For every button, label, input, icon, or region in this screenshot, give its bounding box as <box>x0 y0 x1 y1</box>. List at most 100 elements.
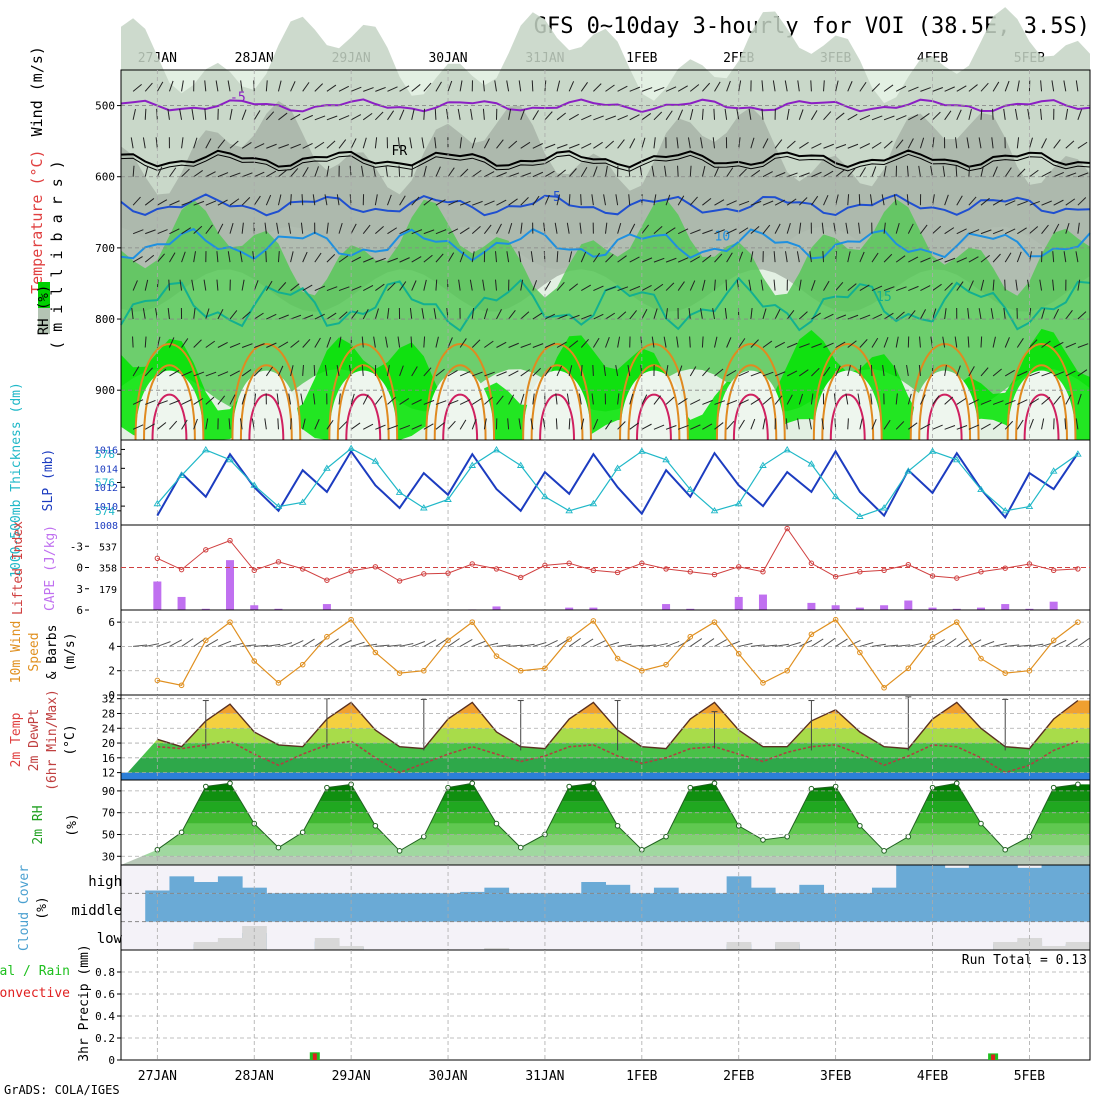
wind-barb <box>508 198 518 206</box>
wind-barb <box>1053 395 1062 405</box>
y-tick-label: 16 <box>102 752 115 765</box>
wind-barb <box>144 423 155 430</box>
y-tick-label: -3 <box>70 540 83 553</box>
wind-barb <box>785 418 788 430</box>
wind-barb <box>786 198 797 206</box>
wind-barb <box>920 224 928 234</box>
wind-barb <box>787 641 801 647</box>
thickness-point <box>613 464 622 471</box>
wind-barb <box>774 139 783 149</box>
wind-speed-point <box>445 637 451 644</box>
wind-barb <box>641 113 652 121</box>
wind-barb <box>530 418 534 430</box>
thickness-point <box>323 464 331 471</box>
wind-barb <box>435 199 446 206</box>
wind-barb <box>750 371 762 377</box>
wind-barb <box>980 641 995 647</box>
wind-barb <box>895 139 904 149</box>
thickness-point <box>541 492 549 500</box>
wind-barb <box>241 172 253 178</box>
wind-barb <box>881 194 885 206</box>
wind-barb <box>592 252 601 263</box>
wind-barb <box>181 227 192 235</box>
wind-barb <box>1003 308 1006 320</box>
wind-barb <box>581 638 594 647</box>
wind-barb <box>484 371 495 377</box>
rh2m-panel: 30 50 70 90 2m RH (%) <box>31 779 1091 866</box>
wind-barb <box>555 418 558 430</box>
wind-speed-point <box>784 667 790 674</box>
date-label-bottom: 31JAN <box>525 1069 564 1084</box>
wind-barb <box>531 80 534 92</box>
wind-barb <box>326 336 332 348</box>
wind-barb <box>239 251 243 263</box>
wind-barb <box>447 399 459 405</box>
wind-speed-point <box>275 680 282 686</box>
wind-barb <box>651 336 655 348</box>
rh2m-units: (%) <box>65 813 80 836</box>
cloud-bar <box>968 893 994 922</box>
y-tick-label: 700 <box>95 242 115 255</box>
wind-barb <box>726 228 737 235</box>
wind-barb <box>459 338 467 348</box>
wind-barb <box>641 644 656 647</box>
wind-speed-point <box>978 655 984 662</box>
precip-legend-total: Total / Rain <box>0 964 70 979</box>
wind-barb <box>629 285 641 292</box>
wind-barb <box>241 369 252 377</box>
wind-barb <box>423 279 427 291</box>
wind-barb <box>811 195 819 206</box>
wind-barb <box>191 279 195 291</box>
wind-barb <box>797 80 800 92</box>
wind-barb <box>774 395 783 405</box>
cloud-bar <box>169 893 195 922</box>
wind-barb <box>1027 108 1030 120</box>
wind-barb <box>980 165 984 177</box>
cape-bar <box>274 608 283 610</box>
wind-barb <box>593 313 604 320</box>
wind-barb <box>798 222 802 234</box>
wind-barb <box>471 137 476 149</box>
wind-barb <box>932 395 940 405</box>
wind-barb <box>145 643 160 647</box>
wind-barb <box>918 165 921 177</box>
wind-barb <box>871 418 877 430</box>
wind-barb <box>714 336 718 348</box>
wind-barb <box>580 167 588 177</box>
rh-band <box>121 801 1090 813</box>
panel-frame <box>120 439 1091 526</box>
wind-speed-point <box>372 649 379 656</box>
wind-barb <box>435 422 445 430</box>
wind-barb <box>314 83 324 92</box>
cloud-bar <box>799 893 825 922</box>
wind-barb <box>738 370 749 377</box>
thickness-point <box>226 455 234 463</box>
wind-barb <box>920 257 931 263</box>
wind-barb <box>302 284 313 292</box>
wind-barb <box>1004 252 1012 263</box>
warm-isotherm-lobe <box>151 393 188 441</box>
wind-barb <box>1077 197 1087 206</box>
lifted-index-point <box>857 569 863 575</box>
wind-barb <box>253 312 264 320</box>
wind-barb <box>1004 420 1014 430</box>
wind-barb <box>277 80 282 92</box>
wind-barb <box>518 251 522 263</box>
wind-barb <box>871 337 879 348</box>
wind-barb <box>447 420 456 430</box>
wind-barb <box>639 165 643 177</box>
wind-barb <box>700 137 703 149</box>
wind-barb <box>508 370 519 377</box>
wind-barb <box>447 228 459 235</box>
wind-barb <box>1029 226 1039 235</box>
warm-isotherm-lobe <box>724 364 778 441</box>
wind-barb <box>496 644 511 647</box>
cloud-bar <box>484 893 510 922</box>
wind-barb <box>363 257 374 263</box>
thickness-point <box>589 499 598 507</box>
wind-barb <box>665 227 676 235</box>
wind-barb <box>1077 311 1087 320</box>
warm-surface-bulb <box>910 370 979 440</box>
wind-barb <box>1041 418 1045 430</box>
wind-barb <box>653 194 657 206</box>
